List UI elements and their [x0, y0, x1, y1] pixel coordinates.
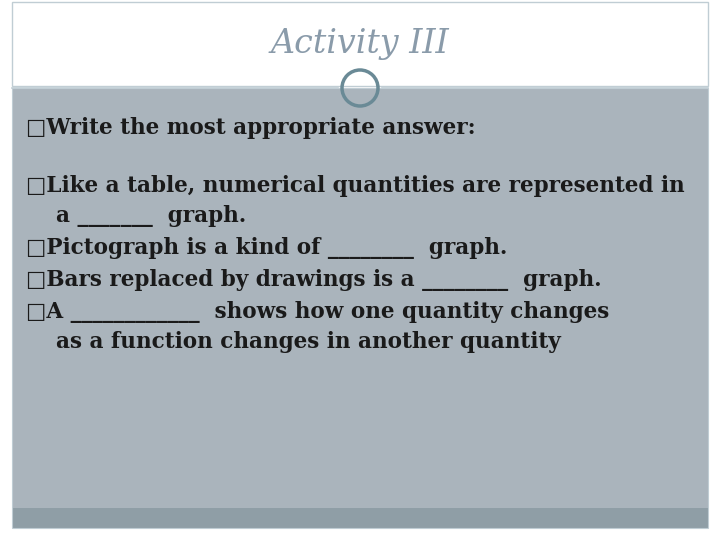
- Bar: [0, 0, 720, 88]
- Text: □Pictograph is a kind of ________  graph.: □Pictograph is a kind of ________ graph.: [26, 237, 508, 259]
- Text: a _______  graph.: a _______ graph.: [26, 205, 246, 227]
- Bar: [12, 508, 708, 528]
- Bar: [12, 88, 708, 508]
- Text: □Write the most appropriate answer:: □Write the most appropriate answer:: [26, 117, 476, 139]
- Text: □A ____________  shows how one quantity changes: □A ____________ shows how one quantity c…: [26, 301, 609, 323]
- Text: as a function changes in another quantity: as a function changes in another quantit…: [26, 331, 561, 353]
- Text: □Like a table, numerical quantities are represented in: □Like a table, numerical quantities are …: [26, 175, 685, 197]
- Text: Activity III: Activity III: [271, 28, 449, 60]
- Text: □Bars replaced by drawings is a ________  graph.: □Bars replaced by drawings is a ________…: [26, 269, 602, 291]
